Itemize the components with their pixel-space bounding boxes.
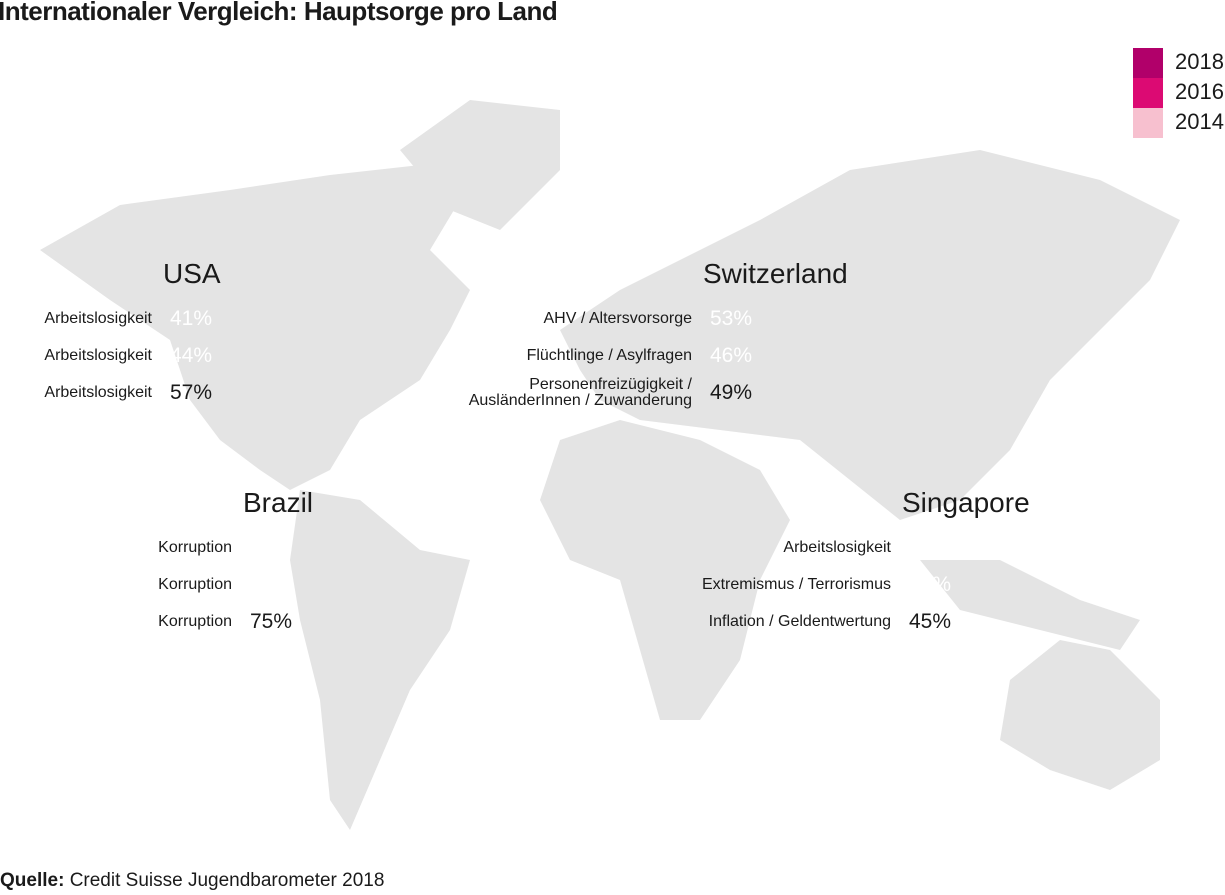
source-text: Credit Suisse Jugendbarometer 2018 xyxy=(69,870,385,891)
legend-swatch xyxy=(1133,108,1163,138)
value-label: 37% xyxy=(909,536,952,559)
source-label: Quelle: xyxy=(0,870,65,891)
value-label: 46% xyxy=(710,344,753,367)
source: Quelle: Credit Suisse Jugendbarometer 20… xyxy=(0,870,384,892)
value-label: 74% xyxy=(250,573,293,596)
value-label: 57% xyxy=(170,381,213,404)
legend-swatch xyxy=(1133,78,1163,108)
legend-label: 2014 xyxy=(1175,109,1224,134)
panel-title: Singapore xyxy=(902,487,1030,518)
category-label: Arbeitslosigkeit xyxy=(44,309,152,327)
legend-label: 2016 xyxy=(1175,79,1224,104)
value-label: 44% xyxy=(170,344,213,367)
category-label: Arbeitslosigkeit xyxy=(44,383,152,401)
category-label: Extremismus / Terrorismus xyxy=(701,575,891,593)
category-label: Inflation / Geldentwertung xyxy=(708,612,891,630)
category-label: AHV / Altersvorsorge xyxy=(543,309,693,327)
chart-title: Internationaler Vergleich: Hauptsorge pr… xyxy=(0,0,558,26)
panel-title: Switzerland xyxy=(703,258,848,289)
value-label: 40% xyxy=(250,536,293,559)
value-label: 75% xyxy=(250,610,293,633)
value-label: 49% xyxy=(710,381,753,404)
category-label: Korruption xyxy=(158,575,232,593)
legend-label: 2018 xyxy=(1175,49,1224,74)
category-label: Personenfreizügigkeit / AusländerInnen /… xyxy=(468,375,692,409)
category-label: Korruption xyxy=(158,612,232,630)
category-label: Arbeitslosigkeit xyxy=(44,346,152,364)
category-label: Flüchtlinge / Asylfragen xyxy=(526,346,692,364)
value-label: 39% xyxy=(909,573,952,596)
value-label: 53% xyxy=(710,307,753,330)
legend-swatch xyxy=(1133,48,1163,78)
panel-title: USA xyxy=(163,258,221,289)
value-label: 41% xyxy=(170,307,213,330)
value-label: 45% xyxy=(909,610,952,633)
panel-title: Brazil xyxy=(243,487,314,518)
category-label: Arbeitslosigkeit xyxy=(783,538,891,556)
category-label: Korruption xyxy=(158,538,232,556)
